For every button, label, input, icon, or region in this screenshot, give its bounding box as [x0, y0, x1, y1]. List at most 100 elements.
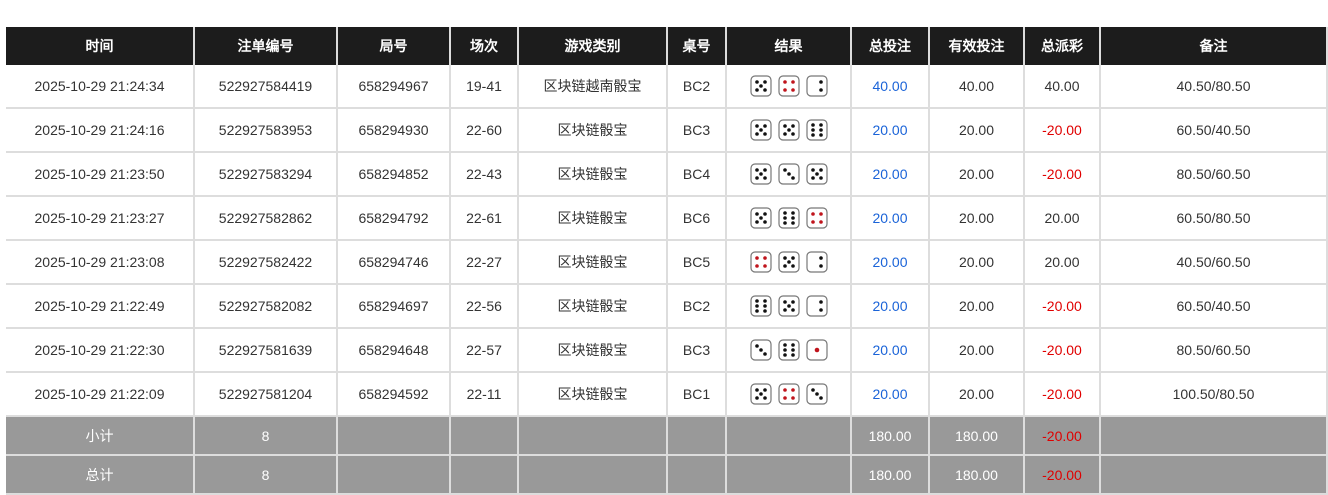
die-2-icon [805, 251, 828, 273]
session-cell: 22-27 [450, 240, 519, 285]
total-total-bet: 180.00 [851, 455, 930, 495]
die-5-icon [777, 295, 800, 317]
die-2-icon [805, 295, 828, 317]
column-header: 局号 [337, 27, 451, 65]
total-bet-link[interactable]: 20.00 [851, 196, 930, 241]
result-dice-cell [726, 152, 852, 197]
die-4-icon [749, 251, 772, 273]
time-cell: 2025-10-29 21:23:27 [6, 196, 195, 241]
table-row: 2025-10-29 21:22:49 522927582082 658294697… [6, 284, 1328, 329]
game-cell: 区块链越南骰宝 [518, 65, 668, 109]
die-5-icon [749, 163, 772, 185]
table-row: 2025-10-29 21:24:34 522927584419 658294967… [6, 65, 1328, 109]
table-row: 2025-10-29 21:22:09 522927581204 658294592… [6, 372, 1328, 417]
total-label: 总计 [6, 455, 195, 495]
subtotal-valid-bet: 180.00 [929, 416, 1025, 456]
table-cell: BC2 [667, 65, 727, 109]
column-header: 桌号 [667, 27, 727, 65]
total-bet-link[interactable]: 20.00 [851, 284, 930, 329]
valid-bet-cell: 20.00 [929, 372, 1025, 417]
time-cell: 2025-10-29 21:23:08 [6, 240, 195, 285]
round-cell: 658294592 [337, 372, 451, 417]
payout-cell: 20.00 [1024, 196, 1101, 241]
payout-cell: -20.00 [1024, 152, 1101, 197]
result-dice-cell [726, 108, 852, 153]
session-cell: 22-56 [450, 284, 519, 329]
table-cell: BC2 [667, 284, 727, 329]
payout-cell: -20.00 [1024, 284, 1101, 329]
bet-id-cell: 522927582422 [194, 240, 338, 285]
table-cell: BC3 [667, 108, 727, 153]
valid-bet-cell: 20.00 [929, 284, 1025, 329]
result-dice-cell [726, 328, 852, 373]
die-2-icon [805, 75, 828, 97]
die-3-icon [805, 383, 828, 405]
table-row: 2025-10-29 21:23:50 522927583294 658294852… [6, 152, 1328, 197]
die-4-icon [777, 383, 800, 405]
die-3-icon [749, 339, 772, 361]
empty-cell [450, 416, 519, 456]
die-6-icon [805, 119, 828, 141]
subtotal-label: 小计 [6, 416, 195, 456]
empty-cell [450, 455, 519, 495]
table-cell: BC1 [667, 372, 727, 417]
valid-bet-cell: 20.00 [929, 152, 1025, 197]
table-row: 2025-10-29 21:23:08 522927582422 658294746… [6, 240, 1328, 285]
result-dice-cell [726, 240, 852, 285]
note-cell: 100.50/80.50 [1100, 372, 1328, 417]
column-header: 结果 [726, 27, 852, 65]
total-bet-link[interactable]: 20.00 [851, 372, 930, 417]
column-header: 游戏类别 [518, 27, 668, 65]
table-row: 2025-10-29 21:24:16 522927583953 658294930… [6, 108, 1328, 153]
session-cell: 22-43 [450, 152, 519, 197]
game-cell: 区块链骰宝 [518, 284, 668, 329]
time-cell: 2025-10-29 21:24:34 [6, 65, 195, 109]
column-header: 有效投注 [929, 27, 1025, 65]
total-payout: -20.00 [1024, 455, 1101, 495]
die-4-icon [777, 75, 800, 97]
die-6-icon [749, 295, 772, 317]
die-3-icon [777, 163, 800, 185]
total-bet-link[interactable]: 40.00 [851, 65, 930, 109]
valid-bet-cell: 20.00 [929, 240, 1025, 285]
subtotal-total-bet: 180.00 [851, 416, 930, 456]
time-cell: 2025-10-29 21:22:09 [6, 372, 195, 417]
die-5-icon [805, 163, 828, 185]
table-cell: BC5 [667, 240, 727, 285]
time-cell: 2025-10-29 21:23:50 [6, 152, 195, 197]
time-cell: 2025-10-29 21:24:16 [6, 108, 195, 153]
empty-cell [337, 416, 451, 456]
game-cell: 区块链骰宝 [518, 108, 668, 153]
empty-cell [337, 455, 451, 495]
empty-cell [1100, 455, 1328, 495]
column-header: 总派彩 [1024, 27, 1101, 65]
game-cell: 区块链骰宝 [518, 372, 668, 417]
session-cell: 19-41 [450, 65, 519, 109]
round-cell: 658294930 [337, 108, 451, 153]
total-bet-link[interactable]: 20.00 [851, 152, 930, 197]
note-cell: 60.50/40.50 [1100, 108, 1328, 153]
empty-cell [1100, 416, 1328, 456]
bet-id-cell: 522927582862 [194, 196, 338, 241]
total-row: 总计 8 180.00 180.00 -20.00 [6, 455, 1328, 495]
table-row: 2025-10-29 21:23:27 522927582862 658294792… [6, 196, 1328, 241]
round-cell: 658294852 [337, 152, 451, 197]
result-dice-cell [726, 65, 852, 109]
bet-id-cell: 522927583294 [194, 152, 338, 197]
session-cell: 22-61 [450, 196, 519, 241]
table-cell: BC3 [667, 328, 727, 373]
empty-cell [726, 416, 852, 456]
total-bet-link[interactable]: 20.00 [851, 240, 930, 285]
total-bet-link[interactable]: 20.00 [851, 328, 930, 373]
payout-cell: -20.00 [1024, 108, 1101, 153]
column-header: 场次 [450, 27, 519, 65]
note-cell: 80.50/60.50 [1100, 152, 1328, 197]
empty-cell [518, 416, 668, 456]
bet-id-cell: 522927582082 [194, 284, 338, 329]
empty-cell [667, 416, 727, 456]
game-cell: 区块链骰宝 [518, 196, 668, 241]
total-bet-link[interactable]: 20.00 [851, 108, 930, 153]
valid-bet-cell: 40.00 [929, 65, 1025, 109]
die-5-icon [777, 119, 800, 141]
die-1-icon [805, 339, 828, 361]
